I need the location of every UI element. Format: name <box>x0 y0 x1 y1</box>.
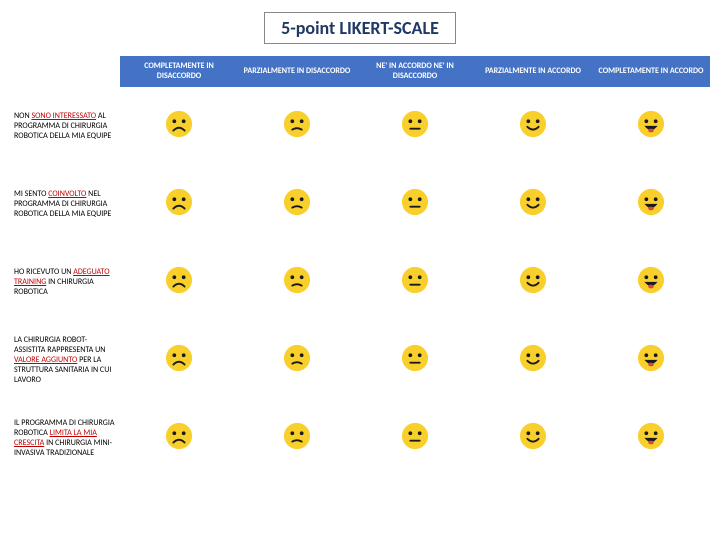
frown-face-icon <box>165 436 193 455</box>
likert-cell <box>474 87 592 165</box>
slight_frown-face-icon <box>283 436 311 455</box>
header-row: COMPLETAMENTE IN DISACCORDO PARZIALMENTE… <box>10 56 710 87</box>
row-label: MI SENTO COINVOLTO NEL PROGRAMMA DI CHIR… <box>10 165 120 243</box>
likert-cell <box>120 243 238 321</box>
likert-cell <box>592 399 710 477</box>
row-label-text: LA CHIRURGIA ROBOT-ASSISTITA RAPPRESENTA… <box>14 335 105 355</box>
row-label: IL PROGRAMMA DI CHIRURGIA ROBOTICA LIMIT… <box>10 399 120 477</box>
likert-cell <box>238 165 356 243</box>
likert-cell <box>356 165 474 243</box>
slight_frown-face-icon <box>283 358 311 377</box>
grin-face-icon <box>637 280 665 299</box>
neutral-face-icon <box>401 124 429 143</box>
grin-face-icon <box>637 436 665 455</box>
page-title: 5-point LIKERT-SCALE <box>264 12 456 44</box>
likert-cell <box>592 165 710 243</box>
row-label: NON SONO INTERESSATO AL PROGRAMMA DI CHI… <box>10 87 120 165</box>
row-label: LA CHIRURGIA ROBOT-ASSISTITA RAPPRESENTA… <box>10 321 120 399</box>
frown-face-icon <box>165 124 193 143</box>
likert-cell <box>120 399 238 477</box>
header-col-4: PARZIALMENTE IN ACCORDO <box>474 56 592 87</box>
row-label: HO RICEVUTO UN ADEGUATO TRAINING IN CHIR… <box>10 243 120 321</box>
likert-cell <box>356 243 474 321</box>
frown-face-icon <box>165 202 193 221</box>
smile-face-icon <box>519 124 547 143</box>
likert-cell <box>474 165 592 243</box>
slight_frown-face-icon <box>283 124 311 143</box>
table-row: HO RICEVUTO UN ADEGUATO TRAINING IN CHIR… <box>10 243 710 321</box>
likert-cell <box>474 243 592 321</box>
header-col-1: COMPLETAMENTE IN DISACCORDO <box>120 56 238 87</box>
header-col-5: COMPLETAMENTE IN ACCORDO <box>592 56 710 87</box>
likert-table: COMPLETAMENTE IN DISACCORDO PARZIALMENTE… <box>10 56 710 477</box>
smile-face-icon <box>519 202 547 221</box>
neutral-face-icon <box>401 358 429 377</box>
header-col-2: PARZIALMENTE IN DISACCORDO <box>238 56 356 87</box>
likert-cell <box>356 321 474 399</box>
frown-face-icon <box>165 358 193 377</box>
row-label-text: NON <box>14 111 31 121</box>
table-row: MI SENTO COINVOLTO NEL PROGRAMMA DI CHIR… <box>10 165 710 243</box>
grin-face-icon <box>637 124 665 143</box>
row-label-highlight: COINVOLTO <box>48 189 86 199</box>
header-col-3: NE' IN ACCORDO NE' IN DISACCORDO <box>356 56 474 87</box>
neutral-face-icon <box>401 202 429 221</box>
likert-cell <box>592 243 710 321</box>
likert-cell <box>120 321 238 399</box>
grin-face-icon <box>637 202 665 221</box>
table-row: LA CHIRURGIA ROBOT-ASSISTITA RAPPRESENTA… <box>10 321 710 399</box>
smile-face-icon <box>519 436 547 455</box>
likert-cell <box>238 399 356 477</box>
row-label-highlight: VALORE AGGIUNTO <box>14 355 77 365</box>
smile-face-icon <box>519 280 547 299</box>
likert-cell <box>474 321 592 399</box>
frown-face-icon <box>165 280 193 299</box>
header-empty <box>10 56 120 87</box>
slight_frown-face-icon <box>283 202 311 221</box>
grin-face-icon <box>637 358 665 377</box>
smile-face-icon <box>519 358 547 377</box>
row-label-text: HO RICEVUTO UN <box>14 267 73 277</box>
neutral-face-icon <box>401 436 429 455</box>
row-label-highlight: SONO INTERESSATO <box>31 111 96 121</box>
table-row: IL PROGRAMMA DI CHIRURGIA ROBOTICA LIMIT… <box>10 399 710 477</box>
likert-cell <box>120 87 238 165</box>
table-row: NON SONO INTERESSATO AL PROGRAMMA DI CHI… <box>10 87 710 165</box>
likert-cell <box>238 243 356 321</box>
slight_frown-face-icon <box>283 280 311 299</box>
likert-cell <box>356 87 474 165</box>
likert-cell <box>356 399 474 477</box>
likert-cell <box>238 87 356 165</box>
title-container: 5-point LIKERT-SCALE <box>0 0 720 56</box>
neutral-face-icon <box>401 280 429 299</box>
likert-cell <box>474 399 592 477</box>
likert-cell <box>592 321 710 399</box>
likert-cell <box>238 321 356 399</box>
likert-cell <box>120 165 238 243</box>
likert-cell <box>592 87 710 165</box>
row-label-text: MI SENTO <box>14 189 48 199</box>
